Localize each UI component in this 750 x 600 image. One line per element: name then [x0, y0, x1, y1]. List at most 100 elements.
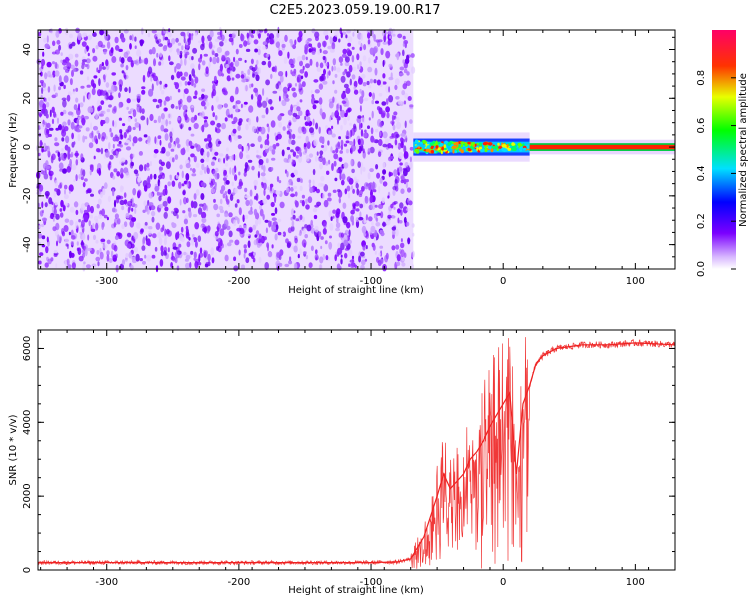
- noise-speckle: [61, 137, 65, 142]
- noise-speckle: [293, 262, 298, 270]
- noise-speckle: [118, 79, 123, 87]
- noise-speckle: [313, 139, 318, 147]
- noise-speckle: [84, 91, 87, 95]
- noise-speckle: [112, 81, 117, 86]
- noise-speckle: [375, 216, 378, 221]
- noise-speckle: [233, 135, 239, 141]
- noise-speckle: [67, 119, 71, 126]
- noise-speckle: [302, 29, 306, 34]
- noise-speckle: [253, 179, 258, 186]
- noise-speckle: [348, 249, 353, 257]
- noise-speckle: [88, 93, 91, 101]
- noise-speckle: [41, 235, 46, 240]
- noise-speckle: [243, 253, 246, 259]
- noise-speckle: [292, 112, 298, 117]
- noise-speckle: [331, 133, 336, 138]
- noise-speckle: [86, 84, 91, 88]
- snr-background: [38, 330, 675, 570]
- noise-speckle: [360, 129, 364, 137]
- noise-speckle: [353, 138, 356, 147]
- noise-speckle: [343, 239, 349, 247]
- noise-speckle: [271, 157, 276, 161]
- noise-speckle: [283, 56, 288, 64]
- noise-speckle: [198, 57, 202, 63]
- noise-speckle: [178, 181, 182, 189]
- noise-speckle: [114, 235, 119, 241]
- noise-speckle: [287, 227, 292, 234]
- noise-speckle: [257, 45, 261, 50]
- noise-speckle: [62, 204, 66, 212]
- noise-speckle: [151, 46, 156, 55]
- noise-speckle: [162, 200, 168, 207]
- noise-speckle: [394, 84, 398, 91]
- noise-speckle: [392, 186, 397, 191]
- noise-speckle: [99, 251, 104, 260]
- noise-speckle: [376, 79, 381, 86]
- noise-speckle: [306, 116, 311, 123]
- noise-speckle: [177, 88, 181, 93]
- noise-speckle: [200, 43, 205, 51]
- colorbar-tick-label: 0.6: [696, 118, 707, 134]
- noise-speckle: [186, 95, 192, 103]
- noise-speckle: [64, 218, 70, 223]
- noise-speckle: [182, 92, 186, 99]
- noise-speckle: [325, 62, 329, 67]
- noise-speckle: [193, 95, 197, 99]
- noise-speckle: [298, 82, 302, 90]
- noise-speckle: [296, 177, 301, 183]
- noise-speckle: [266, 194, 271, 200]
- noise-speckle: [305, 198, 308, 205]
- noise-speckle: [370, 225, 376, 233]
- noise-speckle: [292, 44, 296, 50]
- noise-speckle: [223, 157, 226, 164]
- noise-speckle: [299, 69, 305, 74]
- noise-speckle: [64, 189, 66, 195]
- noise-speckle: [218, 205, 224, 211]
- noise-speckle: [375, 56, 378, 61]
- noise-speckle: [221, 185, 226, 192]
- noise-speckle: [274, 132, 277, 137]
- noise-speckle: [214, 185, 217, 191]
- noise-speckle: [231, 181, 234, 187]
- noise-speckle: [270, 106, 274, 111]
- noise-speckle: [340, 144, 343, 151]
- noise-speckle: [201, 217, 207, 223]
- noise-speckle: [89, 169, 92, 176]
- noise-speckle: [373, 138, 376, 144]
- noise-speckle: [92, 48, 96, 54]
- noise-speckle: [85, 189, 89, 194]
- noise-speckle: [270, 73, 273, 80]
- noise-speckle: [316, 67, 322, 72]
- noise-speckle: [279, 75, 284, 83]
- noise-speckle: [193, 155, 197, 163]
- noise-speckle: [73, 104, 78, 111]
- colorbar-tick-label: 0.4: [696, 165, 707, 181]
- noise-speckle: [175, 174, 179, 179]
- noise-speckle: [188, 210, 192, 218]
- noise-speckle: [93, 155, 96, 160]
- noise-speckle: [120, 167, 124, 175]
- noise-speckle: [231, 39, 234, 46]
- noise-speckle: [357, 161, 362, 169]
- noise-speckle: [309, 186, 314, 194]
- noise-speckle: [343, 83, 349, 89]
- noise-speckle: [243, 72, 247, 81]
- noise-speckle: [118, 140, 122, 145]
- noise-speckle: [174, 66, 177, 73]
- noise-speckle: [111, 72, 116, 76]
- noise-speckle: [359, 46, 362, 51]
- noise-speckle: [106, 216, 109, 221]
- colorbar-gradient: [712, 30, 736, 269]
- noise-speckle: [288, 132, 292, 141]
- noise-speckle: [305, 254, 309, 260]
- noise-speckle: [201, 93, 205, 99]
- noise-speckle: [411, 66, 416, 74]
- noise-speckle: [44, 262, 49, 268]
- noise-speckle: [402, 49, 405, 57]
- noise-speckle: [399, 171, 403, 177]
- noise-speckle: [49, 215, 54, 219]
- noise-speckle: [73, 179, 76, 183]
- noise-speckle: [340, 242, 345, 251]
- noise-speckle: [353, 89, 359, 95]
- noise-speckle: [274, 65, 278, 73]
